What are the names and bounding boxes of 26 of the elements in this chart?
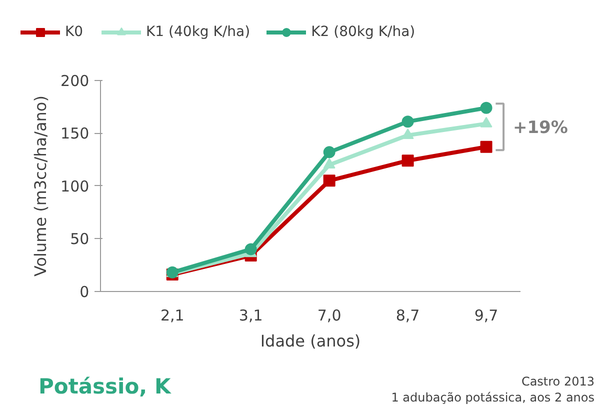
x-tick-label: 3,1: [238, 306, 263, 324]
y-tick-label: 200: [60, 72, 90, 90]
x-tick-label: 2,1: [160, 306, 184, 324]
x-tick-label: 9,7: [474, 306, 498, 324]
y-tick-label: 50: [70, 230, 90, 248]
legend-label: K2 (80kg K/ha): [311, 24, 416, 40]
point: [480, 102, 492, 114]
x-axis-title: Idade (anos): [260, 332, 361, 350]
text: 1 adubação potássica, aos 2 anos: [391, 390, 595, 404]
point: [402, 116, 414, 128]
x-tick-label: 7,0: [317, 306, 342, 324]
point: [323, 146, 336, 158]
y-tick-label: 100: [60, 177, 90, 196]
y-axis-title: Volume (m3cc/ha/ano): [30, 96, 50, 276]
y-tick-label: 0: [80, 282, 90, 301]
annotation: +19%: [512, 118, 568, 138]
legend-label: K1 (40kg K/ha): [146, 24, 250, 40]
point: [323, 174, 336, 187]
x-tick-label: 8,7: [396, 306, 420, 324]
y-tick-label: 150: [60, 124, 90, 143]
point: [402, 154, 414, 167]
text: Potássio, K: [38, 374, 172, 398]
point: [244, 243, 257, 256]
text: Castro 2013: [521, 374, 595, 388]
point: [480, 140, 492, 153]
legend-label: K0: [65, 24, 84, 40]
